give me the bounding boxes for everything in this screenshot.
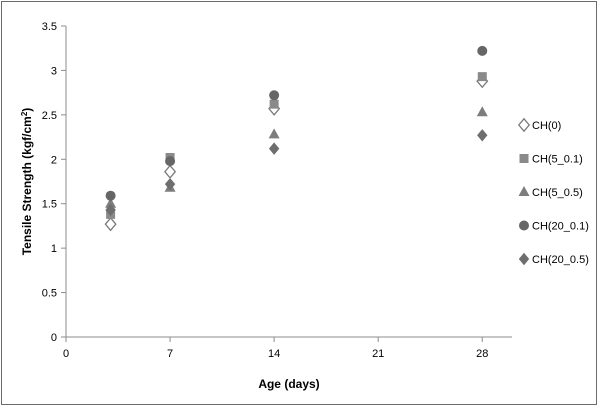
x-tick-label: 21 xyxy=(372,348,384,360)
x-tick-label: 0 xyxy=(63,348,69,360)
y-tick-label: 0 xyxy=(51,332,57,344)
legend-label: CH(5_0.1) xyxy=(532,154,583,166)
legend-marker xyxy=(518,186,530,196)
y-axis-title-superscript: 2 xyxy=(20,111,29,116)
x-tick-label: 28 xyxy=(476,348,488,360)
legend: CH(0) CH(5_0.1) CH(5_0.5) CH(20_0.1) CH(20_0… xyxy=(517,117,589,266)
y-axis-title-main: Tensile Strength (kgf/cm xyxy=(20,116,34,255)
data-point xyxy=(164,164,177,179)
data-point xyxy=(164,177,176,191)
axes xyxy=(61,25,512,342)
x-tick-labels: 0 7 14 21 28 xyxy=(63,348,488,360)
y-axis-title-end: ) xyxy=(20,108,34,112)
data-point xyxy=(477,45,488,56)
data-point xyxy=(165,156,176,167)
legend-label: CH(5_0.5) xyxy=(532,187,583,199)
data-point xyxy=(105,197,117,208)
y-tick-label: 2.5 xyxy=(42,110,57,122)
y-tick-label: 0.5 xyxy=(42,288,57,300)
data-point xyxy=(269,99,279,109)
data-point xyxy=(268,128,280,139)
y-axis-title: Tensile Strength (kgf/cm2) xyxy=(20,108,34,256)
data-point xyxy=(269,90,280,101)
data-point xyxy=(476,106,488,117)
data-point xyxy=(105,190,116,201)
legend-marker xyxy=(519,220,529,231)
data-point xyxy=(268,142,280,155)
data-point xyxy=(477,129,488,142)
y-tick-label: 3.5 xyxy=(42,21,57,33)
data-point xyxy=(104,216,117,232)
y-tick-label: 1 xyxy=(51,243,57,255)
legend-marker xyxy=(518,252,530,266)
data-point xyxy=(105,203,116,217)
legend-label: CH(0) xyxy=(532,120,561,132)
legend-marker xyxy=(517,117,531,133)
x-tick-label: 14 xyxy=(268,348,280,360)
data-points xyxy=(104,45,489,232)
legend-marker xyxy=(519,154,529,163)
data-point xyxy=(477,72,487,82)
legend-label: CH(20_0.1) xyxy=(532,221,589,233)
y-tick-label: 3 xyxy=(51,65,57,77)
legend-label: CH(20_0.5) xyxy=(532,254,589,266)
y-tick-label: 2 xyxy=(51,154,57,166)
x-tick-label: 7 xyxy=(167,348,173,360)
y-tick-label: 1.5 xyxy=(42,199,57,211)
y-tick-labels: 0 0.5 1 1.5 2 2.5 3 3.5 xyxy=(42,21,57,344)
x-axis-title: Age (days) xyxy=(258,377,319,391)
